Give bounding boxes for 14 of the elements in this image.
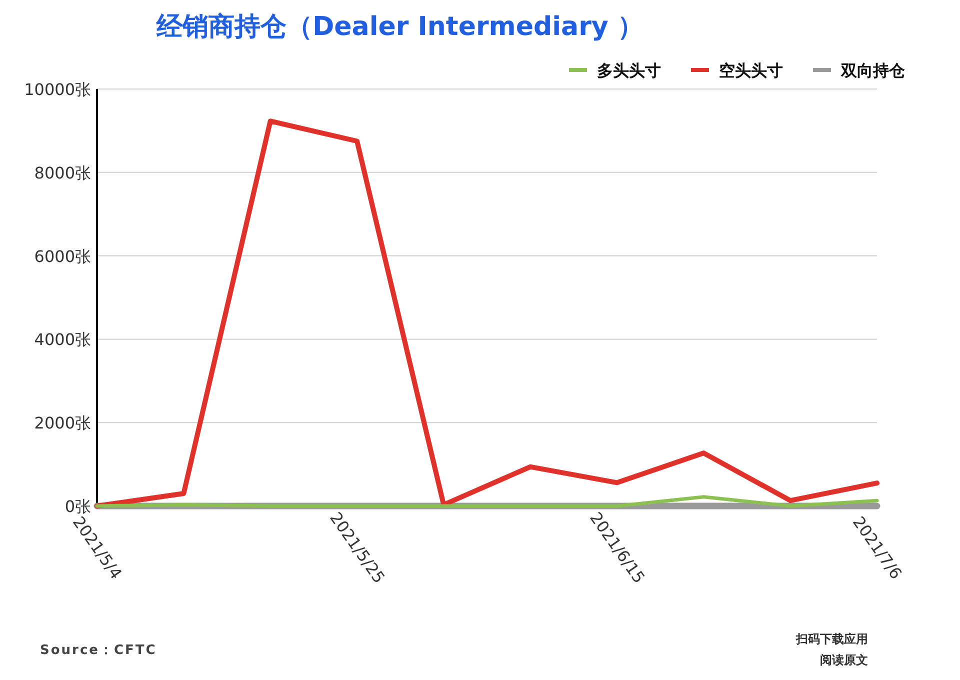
source-note: Source：CFTC (40, 643, 157, 658)
y-tick-label: 4000张 (34, 330, 91, 350)
y-tick-label: 0张 (64, 497, 91, 516)
y-tick-label: 8000张 (34, 163, 91, 182)
legend-label: 双向持仓 (840, 61, 906, 80)
chart-title: 经销商持仓（Dealer Intermediary ） (156, 12, 644, 42)
text: 扫码下载应用 (795, 632, 868, 646)
y-tick-label: 2000张 (34, 414, 91, 433)
text: 阅读原文 (820, 653, 868, 667)
line-series (95, 495, 879, 508)
legend-label: 多头头寸 (597, 61, 661, 80)
y-tick-label: 6000张 (34, 246, 91, 266)
y-tick-label: 10000张 (24, 80, 91, 99)
legend-label: 空头头寸 (719, 61, 783, 80)
